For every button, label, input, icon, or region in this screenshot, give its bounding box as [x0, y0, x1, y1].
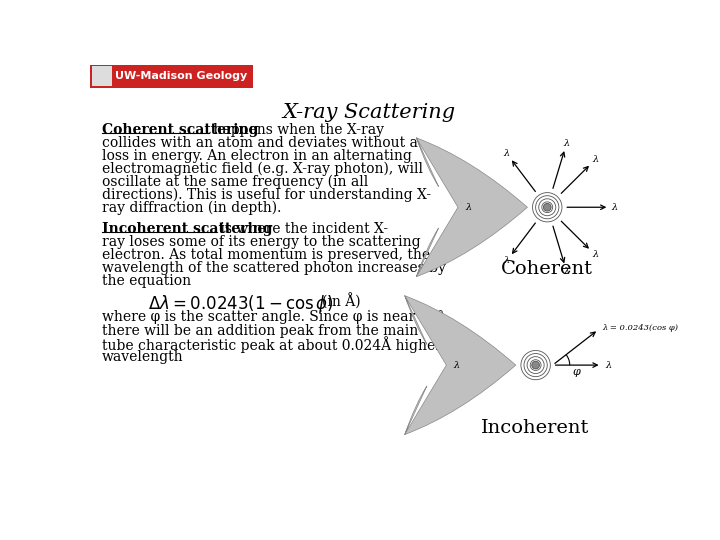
Text: λ: λ: [454, 361, 459, 369]
Text: X-ray Scattering: X-ray Scattering: [282, 103, 456, 122]
Text: $\Delta\lambda = 0.0243(1 - \cos\phi)$: $\Delta\lambda = 0.0243(1 - \cos\phi)$: [148, 294, 334, 315]
Text: loss in energy. An electron in an alternating: loss in energy. An electron in an altern…: [102, 148, 412, 163]
FancyBboxPatch shape: [90, 65, 253, 88]
Text: λ: λ: [465, 202, 472, 212]
Text: λ: λ: [592, 250, 598, 259]
Text: λ: λ: [564, 139, 570, 147]
Text: happens when the X-ray: happens when the X-ray: [210, 123, 384, 137]
Text: directions). This is useful for understanding X-: directions). This is useful for understa…: [102, 188, 431, 202]
Text: the equation: the equation: [102, 274, 191, 288]
Circle shape: [544, 204, 551, 211]
Text: λ: λ: [592, 156, 598, 164]
Text: λ: λ: [611, 202, 618, 212]
Text: λ = 0.0243(cos φ): λ = 0.0243(cos φ): [603, 324, 678, 332]
FancyBboxPatch shape: [91, 66, 112, 86]
Text: where φ is the scatter angle. Since φ is near 90°,: where φ is the scatter angle. Since φ is…: [102, 310, 448, 325]
Text: Incoherent: Incoherent: [482, 419, 590, 437]
Text: λ: λ: [606, 361, 611, 369]
Text: there will be an addition peak from the main: there will be an addition peak from the …: [102, 323, 418, 338]
Text: ray diffraction (in depth).: ray diffraction (in depth).: [102, 201, 281, 215]
Text: λ: λ: [504, 149, 510, 158]
Text: oscillate at the same frequency (in all: oscillate at the same frequency (in all: [102, 175, 368, 190]
Text: wavelength of the scattered photon increases by: wavelength of the scattered photon incre…: [102, 261, 446, 275]
Text: Coherent: Coherent: [501, 260, 593, 278]
Text: is where the incident X-: is where the incident X-: [215, 222, 387, 236]
Text: ray loses some of its energy to the scattering: ray loses some of its energy to the scat…: [102, 235, 420, 249]
Text: Incoherent scattering: Incoherent scattering: [102, 222, 272, 236]
Text: λ: λ: [564, 267, 570, 276]
Circle shape: [532, 361, 539, 369]
Text: tube characteristic peak at about 0.024Å higher: tube characteristic peak at about 0.024Å…: [102, 336, 441, 354]
Text: φ: φ: [572, 367, 580, 377]
Text: electromagnetic field (e.g. X-ray photon), will: electromagnetic field (e.g. X-ray photon…: [102, 162, 423, 176]
Text: (in Å): (in Å): [323, 294, 361, 310]
Text: wavelength: wavelength: [102, 350, 184, 364]
Text: Coherent scattering: Coherent scattering: [102, 123, 258, 137]
Text: electron. As total momentum is preserved, the: electron. As total momentum is preserved…: [102, 248, 430, 262]
Text: UW-Madison Geology  777: UW-Madison Geology 777: [114, 71, 278, 80]
Text: λ: λ: [504, 256, 510, 265]
Text: collides with an atom and deviates without a: collides with an atom and deviates witho…: [102, 136, 418, 150]
